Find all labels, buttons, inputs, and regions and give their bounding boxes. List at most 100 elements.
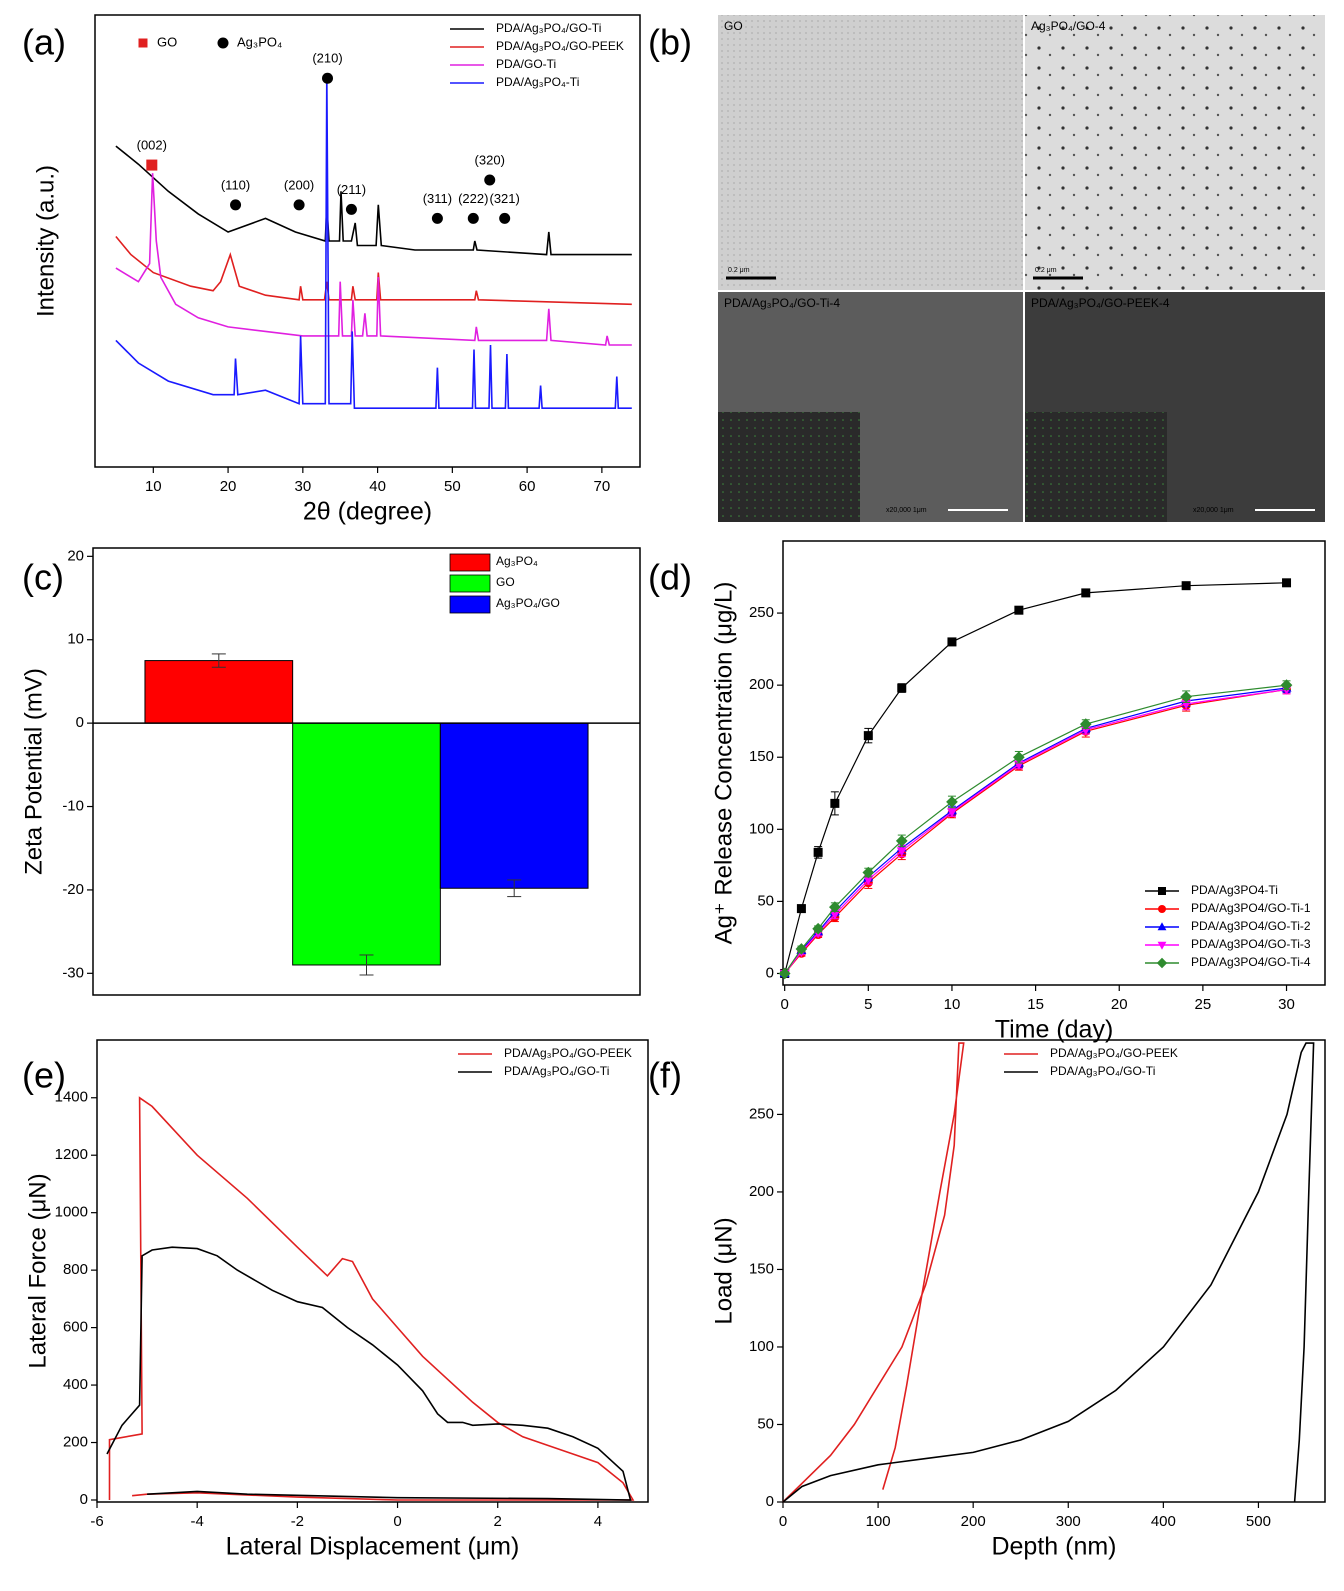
y-axis-title: Lateral Force (μN) bbox=[24, 1173, 51, 1368]
y-axis-title: Ag⁺ Release Concentration (μg/L) bbox=[710, 582, 737, 945]
peak-label: (320) bbox=[475, 152, 505, 167]
x-tick-label: 30 bbox=[1278, 996, 1295, 1013]
legend-label: GO bbox=[496, 575, 515, 589]
x-tick-label: 5 bbox=[864, 996, 872, 1013]
x-axis-title: 2θ (degree) bbox=[303, 498, 432, 526]
peak-label: (200) bbox=[284, 177, 314, 192]
x-tick-label: 100 bbox=[866, 1513, 891, 1530]
data-point bbox=[1014, 605, 1024, 615]
y-tick-label: 20 bbox=[67, 547, 84, 564]
legend-label: PDA/Ag₃PO₄-Ti bbox=[496, 75, 579, 89]
y-tick-label: 1000 bbox=[55, 1204, 88, 1221]
y-tick-label: 250 bbox=[749, 604, 774, 621]
micrograph bbox=[1025, 15, 1325, 290]
plot-frame bbox=[782, 1039, 1326, 1503]
plot-frame bbox=[94, 14, 641, 468]
x-tick-label: 60 bbox=[519, 478, 536, 495]
data-point bbox=[947, 637, 957, 647]
legend-marker bbox=[1157, 922, 1167, 931]
x-tick-label: 70 bbox=[594, 478, 611, 495]
series-line bbox=[782, 1042, 1315, 1503]
y-axis-title: Intensity (a.u.) bbox=[32, 165, 59, 317]
x-tick-label: 0 bbox=[779, 1513, 787, 1530]
y-tick-label: 250 bbox=[749, 1105, 774, 1122]
data-point bbox=[1081, 588, 1091, 598]
data-point bbox=[795, 943, 808, 955]
x-tick-label: 25 bbox=[1195, 996, 1212, 1013]
data-point bbox=[897, 683, 907, 693]
x-tick-label: 4 bbox=[594, 1513, 602, 1530]
legend-swatch bbox=[449, 553, 491, 572]
data-point bbox=[946, 796, 958, 808]
y-axis-title: Load (μN) bbox=[710, 1217, 737, 1324]
x-tick-label: -6 bbox=[90, 1513, 103, 1530]
y-tick-label: -30 bbox=[62, 964, 84, 981]
y-tick-label: 0 bbox=[766, 964, 774, 981]
legend-label: GO bbox=[157, 34, 177, 49]
data-point bbox=[1180, 690, 1193, 703]
legend-label: PDA/Ag₃PO₄/GO-PEEK bbox=[504, 1046, 632, 1060]
plot-frame bbox=[96, 1039, 649, 1503]
series-line bbox=[115, 235, 632, 306]
panel-label: (e) bbox=[22, 1055, 66, 1096]
x-tick-label: 20 bbox=[220, 478, 237, 495]
peak-label: (311) bbox=[423, 191, 452, 206]
data-point bbox=[947, 808, 957, 818]
legend-label: Ag₃PO₄ bbox=[496, 554, 538, 568]
y-tick-label: 0 bbox=[76, 714, 84, 731]
legend-marker bbox=[1157, 941, 1167, 950]
data-point bbox=[1282, 578, 1292, 588]
x-tick-label: 30 bbox=[294, 478, 311, 495]
x-axis-title: Lateral Displacement (μm) bbox=[226, 1533, 520, 1561]
peak-label: (321) bbox=[490, 191, 520, 206]
x-tick-label: 500 bbox=[1246, 1513, 1271, 1530]
legend-label: PDA/Ag₃PO₄/GO-Ti bbox=[1050, 1064, 1155, 1078]
x-tick-label: 40 bbox=[369, 478, 386, 495]
panel-label: (a) bbox=[22, 22, 66, 63]
scale-label: x20,000 1μm bbox=[1193, 507, 1234, 514]
data-point bbox=[829, 910, 840, 920]
peak-label: (222) bbox=[458, 191, 488, 206]
x-tick-label: 50 bbox=[444, 478, 461, 495]
scale-label: 0.2 μm bbox=[728, 267, 750, 274]
legend-label: PDA/Ag3PO4/GO-Ti-3 bbox=[1191, 937, 1311, 951]
y-tick-label: -20 bbox=[62, 881, 84, 898]
image-label: PDA/Ag₃PO₄/GO-PEEK-4 bbox=[1031, 296, 1170, 310]
x-axis-title: Time (day) bbox=[995, 1016, 1114, 1044]
y-axis-title: Zeta Potential (mV) bbox=[20, 668, 47, 875]
y-tick-label: 50 bbox=[757, 1415, 774, 1432]
panel-label: (f) bbox=[648, 1055, 682, 1096]
x-tick-label: 2 bbox=[494, 1513, 502, 1530]
x-tick-label: 10 bbox=[944, 996, 961, 1013]
data-point bbox=[796, 904, 806, 914]
panel-label: (d) bbox=[648, 557, 692, 598]
legend-swatch bbox=[449, 574, 491, 593]
y-tick-label: 600 bbox=[63, 1319, 88, 1336]
y-tick-label: 50 bbox=[757, 892, 774, 909]
legend-label: Ag₃PO₄ bbox=[237, 34, 282, 49]
y-tick-label: 100 bbox=[749, 1338, 774, 1355]
y-tick-label: 100 bbox=[749, 820, 774, 837]
bar bbox=[144, 660, 294, 724]
peak-marker bbox=[146, 159, 158, 171]
peak-label: (002) bbox=[137, 138, 167, 153]
data-point bbox=[1079, 718, 1092, 730]
data-point bbox=[895, 834, 908, 847]
legend-label: Ag₃PO₄/GO bbox=[496, 596, 560, 610]
x-tick-label: 200 bbox=[961, 1513, 986, 1530]
peak-marker bbox=[499, 212, 511, 224]
scale-label: x20,000 1μm bbox=[886, 507, 927, 514]
y-tick-label: 0 bbox=[80, 1491, 88, 1508]
x-tick-label: 300 bbox=[1056, 1513, 1081, 1530]
y-tick-label: 1400 bbox=[55, 1089, 88, 1106]
panel-label: (c) bbox=[22, 557, 64, 598]
peak-label: (211) bbox=[337, 182, 366, 197]
peak-marker bbox=[484, 174, 496, 186]
error-bar bbox=[507, 879, 522, 898]
y-tick-label: 200 bbox=[749, 676, 774, 693]
data-point bbox=[829, 901, 841, 914]
bar bbox=[292, 722, 441, 966]
y-tick-label: 400 bbox=[63, 1376, 88, 1393]
data-point bbox=[1181, 581, 1191, 591]
legend-marker bbox=[1156, 957, 1168, 969]
